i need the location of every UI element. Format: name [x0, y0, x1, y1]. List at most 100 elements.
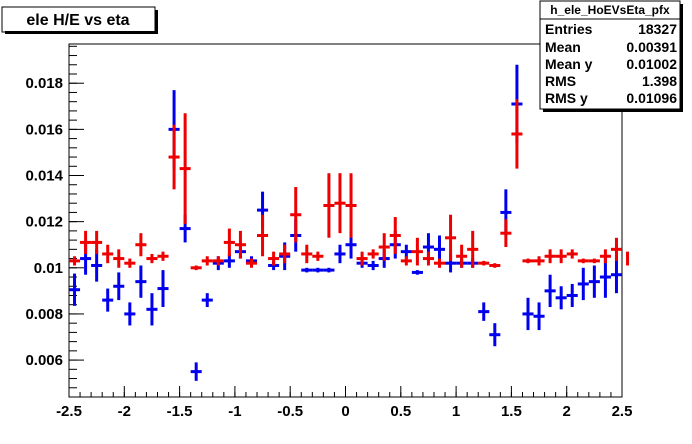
red-data-point: [146, 253, 158, 264]
stats-value-mean: 0.00391: [626, 39, 677, 55]
blue-data-point: [555, 286, 567, 310]
plot-frame: [68, 43, 623, 398]
blue-data-point: [533, 302, 545, 331]
red-data-point: [626, 251, 630, 266]
stats-value-entries: 18327: [638, 21, 677, 37]
red-data-point: [223, 228, 235, 257]
series-layer: [69, 64, 630, 381]
stats-label-mean: Mean: [545, 39, 581, 55]
blue-data-point: [411, 270, 423, 275]
red-data-point: [257, 214, 269, 257]
blue-data-point: [312, 267, 324, 273]
y-tick-label: 0.018: [25, 75, 63, 92]
red-data-point: [301, 244, 313, 264]
blue-data-point: [135, 265, 147, 298]
y-tick-label: 0.01: [34, 260, 63, 277]
red-data-point: [522, 258, 534, 264]
y-tick-label: 0.008: [25, 306, 63, 323]
red-data-point: [533, 256, 545, 266]
x-tick-label: -0.5: [277, 403, 303, 420]
blue-data-point: [367, 260, 379, 271]
red-data-point: [135, 233, 147, 257]
stats-label-rms: RMS: [545, 73, 576, 89]
red-data-point: [566, 249, 578, 259]
red-data-point: [411, 237, 423, 266]
blue-data-point: [190, 362, 202, 381]
red-data-point: [268, 251, 280, 266]
red-data-point: [511, 99, 523, 169]
red-data-point: [544, 249, 556, 264]
red-data-point: [433, 258, 446, 268]
red-data-point: [323, 173, 335, 238]
blue-data-point: [113, 272, 125, 301]
red-data-point: [389, 217, 401, 254]
y-tick-label: 0.006: [25, 352, 63, 369]
x-tick-label: 1: [452, 403, 460, 420]
red-data-point: [489, 263, 501, 268]
red-data-point: [201, 256, 213, 266]
blue-data-point: [522, 297, 534, 331]
blue-data-point: [588, 265, 600, 298]
y-tick-label: 0.014: [25, 168, 63, 185]
red-data-point: [245, 258, 258, 268]
x-tick-label: 2.5: [612, 403, 633, 420]
stats-value-mean-y: 0.01002: [626, 56, 677, 72]
red-data-point: [500, 219, 512, 248]
red-data-point: [102, 244, 114, 264]
blue-data-point: [91, 249, 103, 282]
red-series: [69, 99, 630, 271]
x-tick-label: -2: [118, 403, 131, 420]
red-data-point: [279, 244, 291, 264]
y-tick-label: 0.016: [25, 121, 63, 138]
blue-data-point: [544, 274, 556, 308]
red-data-point: [422, 251, 434, 266]
red-data-point: [478, 260, 490, 266]
blue-data-point: [124, 302, 136, 326]
red-data-point: [599, 249, 611, 264]
canvas-title: ele H/E vs eta: [26, 12, 129, 29]
red-data-point: [80, 230, 92, 254]
blue-data-point: [323, 267, 335, 273]
x-tick-label: 2: [563, 403, 571, 420]
stats-box-name: h_ele_HoEVsEta_pfx: [550, 3, 670, 17]
red-data-point: [124, 258, 136, 268]
stats-box: h_ele_HoEVsEta_pfx Entries 18327 Mean 0.…: [539, 0, 683, 112]
red-data-point: [345, 173, 357, 238]
x-tick-label: -1: [228, 403, 241, 420]
blue-data-point: [334, 244, 346, 264]
red-data-point: [334, 173, 346, 234]
blue-data-point: [157, 270, 169, 308]
red-data-point: [367, 249, 379, 259]
blue-data-point: [201, 293, 213, 308]
blue-data-point: [102, 288, 114, 312]
red-data-point: [69, 256, 81, 266]
red-data-point: [234, 230, 246, 259]
stats-label-mean-y: Mean y: [545, 56, 593, 72]
red-data-point: [168, 124, 180, 190]
y-tick-label: 0.012: [25, 214, 63, 231]
blue-data-point: [577, 267, 589, 301]
blue-data-point: [489, 323, 501, 347]
red-data-point: [445, 214, 457, 261]
blue-data-point: [146, 293, 158, 326]
red-data-point: [610, 237, 622, 261]
red-data-point: [356, 251, 368, 266]
blue-series: [69, 64, 622, 381]
red-data-point: [91, 230, 103, 254]
blue-data-point: [301, 267, 313, 273]
x-tick-label: -2.5: [56, 403, 82, 420]
red-data-point: [212, 256, 224, 266]
red-data-point: [555, 249, 567, 264]
red-data-point: [400, 256, 412, 266]
x-tick-label: -1.5: [167, 403, 193, 420]
blue-data-point: [610, 256, 622, 294]
stats-value-rms: 1.398: [642, 73, 677, 89]
red-data-point: [378, 233, 390, 261]
red-data-point: [290, 187, 302, 243]
blue-data-point: [478, 302, 490, 321]
red-data-point: [157, 251, 169, 261]
x-tick-label: 0.5: [390, 403, 411, 420]
x-tick-label: 0: [341, 403, 349, 420]
stats-value-rms-y: 0.01096: [626, 90, 677, 106]
